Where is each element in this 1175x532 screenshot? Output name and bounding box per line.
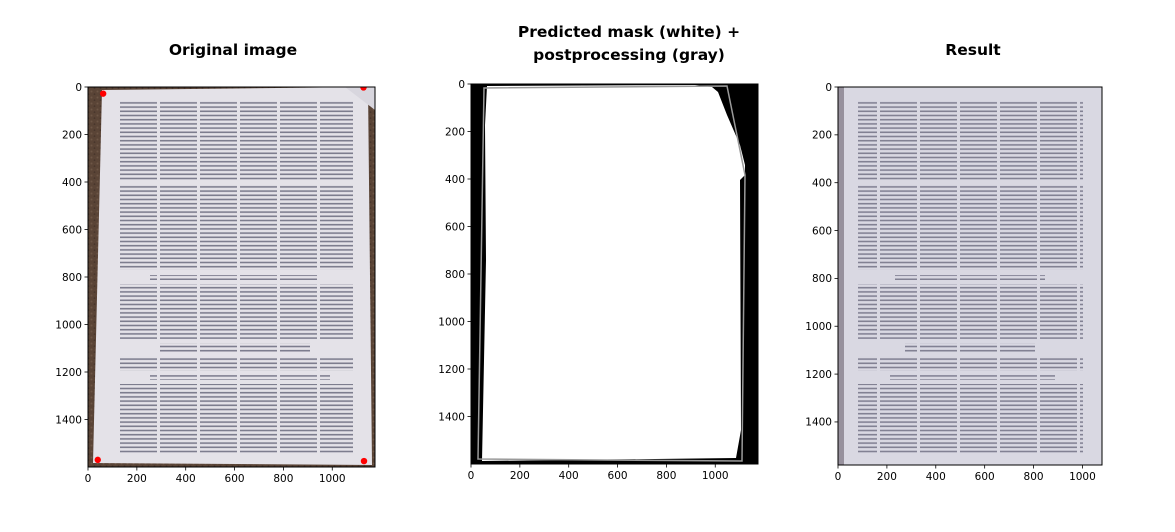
corner-marker <box>360 87 367 91</box>
predicted-mask <box>482 85 745 461</box>
x-tick-label: 600 <box>225 473 245 485</box>
y-tick-label: 1000 <box>55 319 82 331</box>
x-tick-label: 800 <box>656 470 676 482</box>
y-tick-label: 600 <box>445 221 465 233</box>
x-tick-label: 1000 <box>1069 471 1096 483</box>
corner-marker <box>360 457 368 465</box>
x-tick-label: 800 <box>1024 471 1044 483</box>
y-tick-label: 1000 <box>438 316 465 328</box>
y-tick-label: 800 <box>812 273 832 285</box>
x-tick-label: 200 <box>877 471 897 483</box>
y-tick-label: 800 <box>445 269 465 281</box>
x-tick-label: 0 <box>468 470 475 482</box>
y-tick-label: 400 <box>812 177 832 189</box>
y-tick-label: 600 <box>812 225 832 237</box>
y-tick-label: 1200 <box>55 367 82 379</box>
y-tick-label: 1200 <box>438 364 465 376</box>
result-panel <box>837 86 1103 466</box>
result-text-lines <box>858 100 1083 454</box>
y-tick-label: 200 <box>62 129 82 141</box>
y-tick-label: 1000 <box>805 321 832 333</box>
document-text-lines <box>118 100 353 454</box>
x-tick-label: 400 <box>176 473 196 485</box>
panel-title-original: Original image <box>168 41 298 59</box>
y-tick-label: 400 <box>445 174 465 186</box>
x-tick-label: 600 <box>608 470 628 482</box>
x-tick-label: 400 <box>926 471 946 483</box>
corner-marker <box>94 456 101 464</box>
x-tick-label: 0 <box>835 471 842 483</box>
axis-ticks: 0 200 400 600 800 1000 0 200 400 600 800 1000 1200 14… <box>55 79 1096 485</box>
y-tick-label: 1200 <box>805 369 832 381</box>
y-tick-label: 1400 <box>55 414 82 426</box>
original-image-panel <box>87 86 376 468</box>
x-tick-label: 400 <box>559 470 579 482</box>
x-tick-label: 1000 <box>319 473 346 485</box>
panel-title-mask-line2: postprocessing (gray) <box>533 46 725 64</box>
y-tick-label: 200 <box>812 130 832 142</box>
y-tick-label: 1400 <box>438 411 465 423</box>
x-tick-label: 600 <box>975 471 995 483</box>
panel-title-mask: Predicted mask (white) + postprocessing … <box>470 21 788 67</box>
y-tick-label: 0 <box>75 82 82 94</box>
paper-fold <box>345 87 375 110</box>
corner-marker <box>99 90 107 97</box>
x-tick-label: 1000 <box>702 470 729 482</box>
mask-panel <box>470 83 759 465</box>
x-tick-label: 0 <box>85 473 92 485</box>
y-tick-label: 400 <box>62 177 82 189</box>
x-tick-label: 800 <box>273 473 293 485</box>
y-tick-label: 1400 <box>805 417 832 429</box>
y-tick-label: 800 <box>62 272 82 284</box>
y-tick-label: 200 <box>445 126 465 138</box>
x-tick-label: 200 <box>510 470 530 482</box>
y-tick-label: 0 <box>458 79 465 91</box>
x-tick-label: 200 <box>127 473 147 485</box>
y-tick-label: 600 <box>62 224 82 236</box>
panel-title-result: Result <box>945 41 1001 59</box>
axes-frame <box>837 86 1103 466</box>
panel-title-mask-line1: Predicted mask (white) + <box>517 23 741 41</box>
postprocessed-quadrilateral <box>477 85 746 462</box>
y-tick-label: 0 <box>825 82 832 94</box>
